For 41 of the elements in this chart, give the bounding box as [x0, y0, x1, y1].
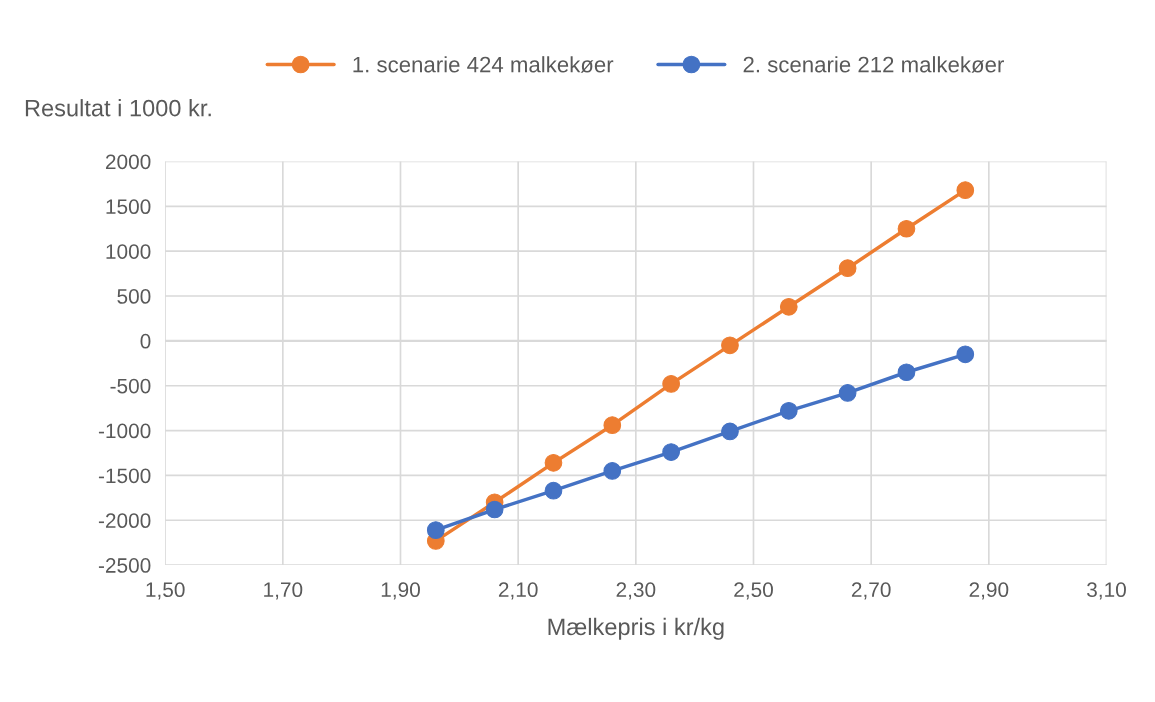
point [838, 259, 857, 278]
y-tick-label: 2000 [105, 154, 151, 170]
legend-label: 1. scenarie 424 malkekøer [353, 56, 614, 73]
x-tick-label: 2,70 [851, 582, 891, 600]
point [956, 345, 975, 364]
point [721, 422, 739, 441]
y-tick-label: 0 [140, 333, 151, 349]
x-tick-label: 3,10 [1087, 582, 1126, 600]
point [838, 384, 857, 402]
point [662, 375, 680, 393]
point [544, 481, 563, 500]
point [897, 219, 916, 238]
y-tick-label: -500 [110, 378, 151, 394]
point [485, 500, 504, 519]
y-tick-label: 1000 [106, 244, 151, 259]
point [779, 297, 798, 316]
point [603, 462, 622, 480]
y-tick-label: -2000 [98, 513, 151, 529]
point [426, 521, 445, 539]
x-tick-label: 2,30 [616, 582, 656, 600]
legend-label: 2. scenarie 212 malkekøer [743, 56, 1004, 73]
y-tick-label: 500 [117, 289, 151, 304]
y-tick-label: -1500 [98, 468, 151, 484]
x-axis-title: Mælkepris i kr/kg [548, 617, 724, 640]
y-tick-label: 1500 [106, 199, 151, 215]
x-tick-label: 1,70 [264, 582, 303, 600]
point [897, 363, 916, 382]
y-tick-label: -1000 [98, 423, 151, 439]
point [956, 181, 975, 200]
point [779, 401, 798, 420]
x-tick-label: 1,90 [381, 582, 420, 600]
y-axis-title: Resultat i 1000 kr. [25, 99, 211, 117]
x-tick-label: 1,50 [146, 582, 185, 600]
point [721, 336, 739, 355]
point [544, 454, 563, 472]
y-tick-label: -2500 [98, 558, 151, 573]
x-tick-label: 2,50 [734, 582, 773, 600]
x-tick-label: 2,90 [969, 582, 1009, 600]
point [662, 443, 680, 461]
point [603, 416, 622, 435]
x-tick-label: 2,10 [498, 582, 538, 600]
